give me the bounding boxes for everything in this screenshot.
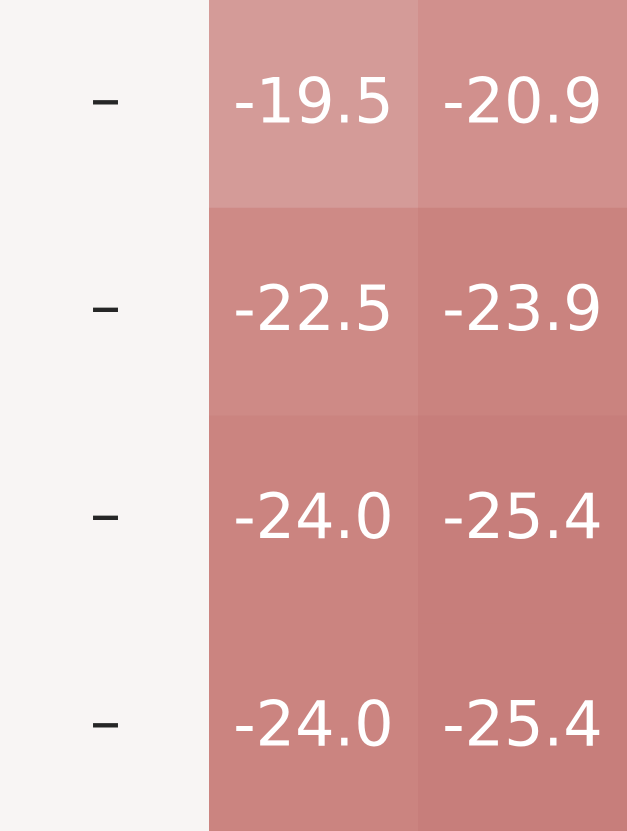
cell-value-label: -20.9 (442, 64, 602, 137)
heatmap-cell (209, 415, 419, 624)
row-label: – (90, 685, 121, 758)
cell-value-label: -23.9 (442, 272, 602, 345)
heatmap-cell (209, 623, 419, 831)
cell-value-label: -25.4 (442, 480, 602, 553)
row-label: – (90, 61, 121, 134)
label-column-background (0, 0, 209, 831)
cell-value-label: -19.5 (233, 64, 393, 137)
heatmap-cell (209, 207, 419, 416)
heatmap-cell (209, 0, 419, 209)
heatmap-cell (418, 623, 627, 831)
cell-value-label: -25.4 (442, 688, 602, 761)
row-label: – (90, 269, 121, 342)
cell-value-label: -22.5 (233, 272, 393, 345)
cell-value-label: -24.0 (233, 688, 393, 761)
row-label: – (90, 477, 121, 550)
heatmap-cell (418, 0, 627, 209)
heatmap-cell (418, 207, 627, 416)
heatmap-cell (418, 415, 627, 624)
cell-value-label: -24.0 (233, 480, 393, 553)
